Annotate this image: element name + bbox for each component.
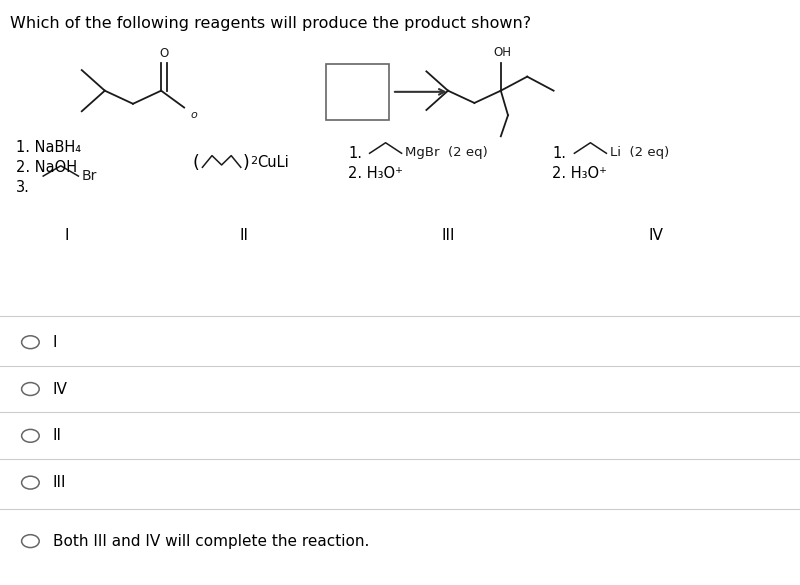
Text: (: ( (192, 154, 198, 171)
Text: 2. NaOH: 2. NaOH (16, 160, 77, 176)
Text: III: III (53, 475, 66, 490)
Text: 1.: 1. (348, 146, 362, 161)
Text: II: II (239, 228, 249, 243)
Text: Br: Br (82, 168, 97, 183)
Text: II: II (53, 428, 62, 443)
Text: Both III and IV will complete the reaction.: Both III and IV will complete the reacti… (53, 534, 369, 549)
Text: 2: 2 (250, 156, 258, 166)
Text: I: I (64, 228, 69, 243)
Text: III: III (442, 228, 454, 243)
Text: I: I (53, 335, 58, 350)
Text: O: O (159, 47, 168, 60)
Text: 3.: 3. (16, 180, 30, 195)
FancyBboxPatch shape (326, 64, 389, 120)
Text: o: o (190, 111, 198, 121)
Text: 1.: 1. (552, 146, 566, 161)
Text: IV: IV (649, 228, 663, 243)
Text: 2. H₃O⁺: 2. H₃O⁺ (348, 166, 403, 181)
Text: ): ) (242, 154, 249, 171)
Text: 1. NaBH₄: 1. NaBH₄ (16, 140, 81, 156)
Text: MgBr  (2 eq): MgBr (2 eq) (405, 146, 487, 159)
Text: Li  (2 eq): Li (2 eq) (610, 146, 669, 159)
Text: OH: OH (494, 46, 511, 59)
Text: CuLi: CuLi (257, 155, 289, 170)
Text: IV: IV (53, 381, 68, 397)
Text: Which of the following reagents will produce the product shown?: Which of the following reagents will pro… (10, 16, 531, 32)
Text: 2. H₃O⁺: 2. H₃O⁺ (552, 166, 607, 181)
